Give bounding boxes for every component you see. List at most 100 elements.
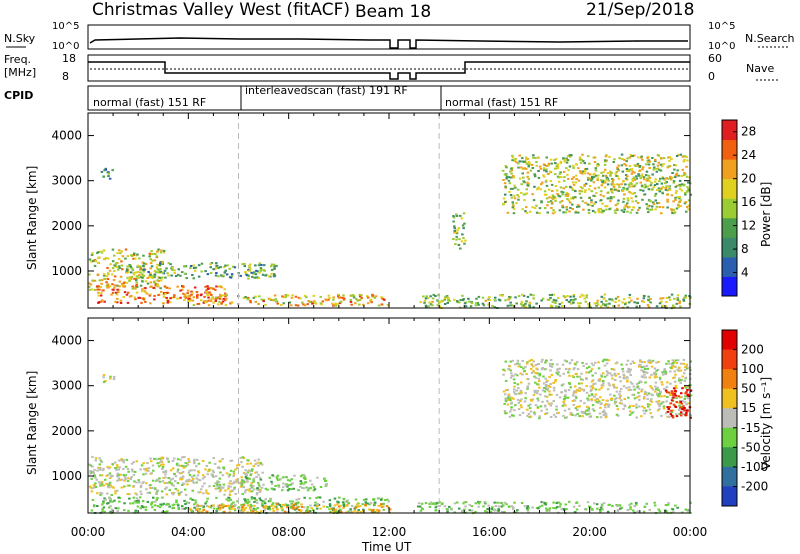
power-cell	[249, 299, 252, 302]
power-cell	[218, 296, 221, 299]
velocity-cell	[513, 382, 516, 384]
power-cell	[197, 302, 201, 305]
velocity-cell	[161, 480, 165, 483]
velocity-cell	[625, 376, 629, 379]
power-cell	[603, 159, 607, 162]
velocity-cell	[176, 482, 180, 485]
power-cell	[678, 302, 681, 305]
velocity-cell	[102, 501, 105, 504]
power-cell	[667, 156, 670, 159]
power-cell	[545, 156, 548, 159]
power-cell	[612, 305, 615, 308]
power-cell	[493, 306, 496, 309]
power-cell	[579, 295, 582, 298]
velocity-cell	[648, 376, 651, 379]
power-cell	[540, 201, 543, 204]
velocity-cell	[244, 475, 248, 478]
velocity-cell	[193, 462, 196, 465]
velocity-cell	[168, 489, 171, 492]
power-cell	[686, 186, 689, 189]
power-cell	[113, 286, 116, 289]
velocity-cell	[571, 394, 575, 397]
velocity-cell	[554, 379, 558, 381]
power-cell	[130, 295, 133, 297]
power-cell	[551, 190, 554, 192]
power-cell	[678, 179, 682, 182]
power-cell	[121, 283, 124, 286]
velocity-cell	[647, 392, 651, 395]
power-cell	[197, 275, 201, 278]
power-cell	[209, 263, 212, 266]
power-cell	[616, 166, 619, 169]
power-cell	[616, 295, 620, 298]
velocity-cell	[658, 393, 661, 396]
power-cell	[623, 193, 626, 196]
power-cell	[222, 266, 226, 269]
velocity-cell	[271, 487, 274, 490]
power-cell	[554, 167, 557, 170]
power-cell	[114, 262, 118, 265]
velocity-cell	[679, 406, 682, 409]
power-cell	[545, 170, 548, 173]
power-cell	[461, 233, 464, 236]
velocity-cell	[672, 365, 675, 368]
power-cell	[511, 156, 515, 159]
velocity-cell	[101, 469, 105, 472]
power-cell	[593, 195, 597, 198]
velocity-cell	[567, 368, 571, 371]
velocity-cell	[679, 369, 683, 372]
velocity-cell	[600, 374, 603, 377]
power-colorbar-label: Power [dB]	[759, 182, 773, 247]
velocity-cell	[182, 466, 185, 469]
power-cell	[667, 186, 671, 188]
velocity-cell	[319, 486, 323, 488]
y-tick-label: 1000	[51, 264, 82, 278]
velocity-cell	[187, 460, 191, 463]
velocity-cell	[501, 510, 504, 513]
power-cell	[154, 271, 158, 274]
power-cell	[533, 207, 537, 210]
power-cell	[458, 301, 461, 304]
velocity-cell	[115, 464, 119, 467]
velocity-cell	[678, 402, 681, 404]
power-cell	[422, 295, 425, 298]
velocity-cell	[581, 411, 584, 414]
velocity-cell	[678, 366, 681, 369]
power-cell	[455, 213, 458, 216]
power-cell	[249, 301, 252, 304]
power-cell	[288, 301, 291, 304]
power-cell	[674, 174, 677, 177]
velocity-cell	[517, 408, 521, 411]
power-cell	[678, 183, 681, 186]
power-cell	[668, 159, 671, 162]
power-cell	[658, 168, 661, 171]
power-cell	[626, 199, 630, 202]
velocity-cell	[676, 368, 679, 371]
velocity-cell	[562, 400, 565, 403]
velocity-cell	[517, 387, 520, 390]
power-cell	[532, 154, 535, 157]
power-cell	[91, 252, 94, 255]
power-cell	[171, 269, 174, 271]
velocity-cell	[118, 466, 121, 469]
power-cell	[143, 268, 146, 271]
velocity-cell	[590, 380, 594, 383]
power-cell	[116, 262, 119, 264]
power-cell	[674, 176, 677, 178]
power-cell	[144, 287, 147, 290]
power-cell	[525, 188, 528, 191]
velocity-cell	[117, 496, 120, 499]
noise-panel: N.Sky 10^5 10^0 10^5 10^0 N.Search	[4, 21, 795, 52]
velocity-cell	[342, 503, 346, 506]
power-cell	[579, 172, 583, 175]
velocity-cell	[678, 407, 682, 410]
velocity-cell	[676, 506, 679, 509]
power-cell	[535, 211, 539, 214]
power-cell	[562, 170, 566, 173]
power-cell	[126, 265, 129, 268]
power-cell	[142, 264, 145, 267]
velocity-cell	[293, 474, 296, 477]
power-cell	[494, 296, 497, 299]
power-cell	[586, 172, 590, 175]
